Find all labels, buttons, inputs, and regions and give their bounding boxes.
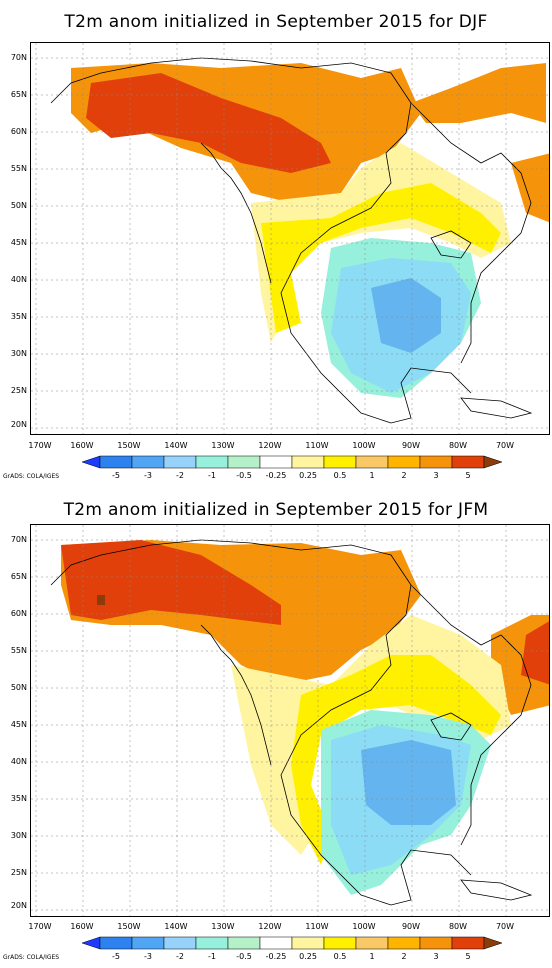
lat-label: 60N	[10, 609, 27, 618]
lat-label: 60N	[10, 127, 27, 136]
lat-label: 20N	[10, 420, 27, 429]
lon-label: 170W	[28, 922, 52, 931]
colorbar-tick: -5	[112, 952, 120, 961]
lon-label: 80W	[448, 441, 468, 450]
panel-title: T2m anom initialized in September 2015 f…	[64, 12, 488, 32]
lon-label: 70W	[495, 922, 515, 931]
lat-label: 30N	[10, 831, 27, 840]
lat-label: 50N	[10, 201, 27, 210]
lat-label: 55N	[10, 646, 27, 655]
colorbar: GrADS: COLA/IGES -5 -3 -2 -1 -0.5 -0.25 …	[0, 455, 552, 487]
colorbar-credit: GrADS: COLA/IGES	[3, 473, 60, 480]
lon-label: 130W	[211, 441, 235, 450]
lat-label: 40N	[10, 275, 27, 284]
lon-label: 100W	[352, 441, 376, 450]
lon-label: 150W	[117, 441, 141, 450]
lon-label: 170W	[28, 441, 52, 450]
lon-label: 120W	[258, 441, 282, 450]
lat-label: 40N	[10, 757, 27, 766]
colorbar-tick: -2	[176, 471, 184, 480]
lon-label: 140W	[164, 922, 188, 931]
lat-label: 25N	[10, 386, 27, 395]
colorbar-tick: 2	[401, 952, 407, 961]
colorbar-tick: -0.5	[236, 471, 252, 480]
lon-label: 140W	[164, 441, 188, 450]
lon-label: 110W	[305, 441, 329, 450]
colorbar-tick: 3	[433, 471, 439, 480]
colorbar-credit: GrADS: COLA/IGES	[3, 954, 60, 961]
lat-label: 45N	[10, 720, 27, 729]
lat-label: 70N	[10, 535, 27, 544]
colorbar-tick: 0.25	[299, 471, 317, 480]
colorbar-tick: 1	[369, 471, 375, 480]
map-plot	[30, 42, 550, 435]
colorbar-tick: 5	[465, 471, 471, 480]
colorbar-tick: -0.5	[236, 952, 252, 961]
lat-label: 25N	[10, 868, 27, 877]
lon-label: 150W	[117, 922, 141, 931]
lon-label: 90W	[401, 922, 421, 931]
colorbar: GrADS: COLA/IGES -5 -3 -2 -1 -0.5 -0.25 …	[0, 936, 552, 968]
lon-label: 160W	[70, 922, 94, 931]
colorbar-tick: 0.5	[333, 952, 347, 961]
colorbar-tick: 2	[401, 471, 407, 480]
colorbar-tick: 1	[369, 952, 375, 961]
colorbar-tick: -5	[112, 471, 120, 480]
lon-label: 160W	[70, 441, 94, 450]
colorbar-tick: 5	[465, 952, 471, 961]
lat-label: 65N	[10, 90, 27, 99]
lat-label: 35N	[10, 312, 27, 321]
lon-label: 90W	[401, 441, 421, 450]
colorbar-tick: -0.25	[265, 952, 287, 961]
colorbar-tick: 0.25	[299, 952, 317, 961]
colorbar-tick: -3	[144, 952, 152, 961]
lat-label: 20N	[10, 901, 27, 910]
lon-label: 120W	[258, 922, 282, 931]
lon-label: 80W	[448, 922, 468, 931]
colorbar-tick: -0.25	[265, 471, 287, 480]
lon-label: 110W	[305, 922, 329, 931]
map-plot	[30, 524, 550, 917]
colorbar-tick: 3	[433, 952, 439, 961]
colorbar-tick: -1	[208, 952, 216, 961]
panel-title: T2m anom initialized in September 2015 f…	[63, 500, 489, 520]
colorbar-tick: -3	[144, 471, 152, 480]
colorbar-tick: -2	[176, 952, 184, 961]
lat-label: 35N	[10, 794, 27, 803]
lat-label: 55N	[10, 164, 27, 173]
colorbar-tick: -1	[208, 471, 216, 480]
lat-label: 70N	[10, 53, 27, 62]
lat-label: 30N	[10, 349, 27, 358]
lon-label: 70W	[495, 441, 515, 450]
lat-label: 45N	[10, 238, 27, 247]
lon-label: 130W	[211, 922, 235, 931]
lat-label: 65N	[10, 572, 27, 581]
colorbar-tick: 0.5	[333, 471, 347, 480]
lat-label: 50N	[10, 683, 27, 692]
lon-label: 100W	[352, 922, 376, 931]
